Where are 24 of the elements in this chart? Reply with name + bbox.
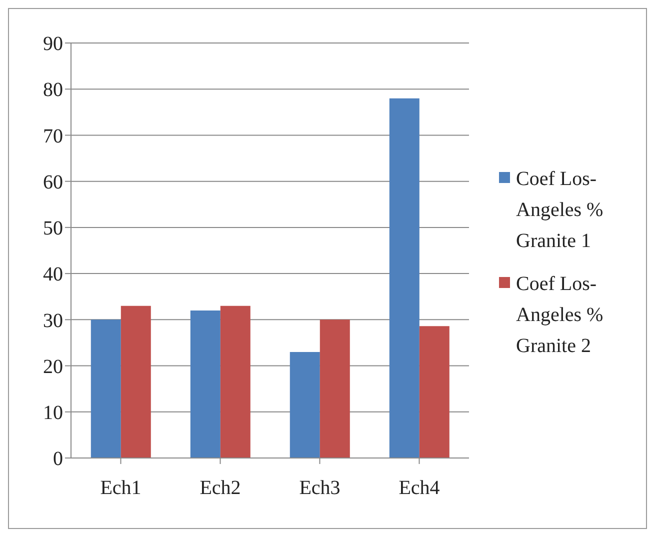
y-tick-label: 10 xyxy=(43,402,63,424)
bar xyxy=(389,98,420,458)
y-tick-label: 50 xyxy=(43,218,63,240)
legend-label: Coef Los-Angeles % Granite 1 xyxy=(516,167,604,254)
bar xyxy=(290,352,320,458)
y-tick-label: 20 xyxy=(43,356,63,378)
x-tick-label: Ech2 xyxy=(200,477,241,500)
y-tick-label: 60 xyxy=(43,171,63,194)
y-tick-label: 30 xyxy=(43,310,63,332)
bar xyxy=(419,326,450,458)
y-tick-label: 40 xyxy=(43,264,63,286)
y-tick-label: 70 xyxy=(43,125,63,148)
y-tick-label: 90 xyxy=(43,33,63,56)
x-tick-label: Ech1 xyxy=(100,477,142,500)
y-tick-label: 0 xyxy=(53,448,63,470)
x-tick-label: Ech4 xyxy=(398,477,440,500)
bar xyxy=(220,306,250,458)
bar xyxy=(90,320,121,458)
y-tick-label: 80 xyxy=(43,79,63,102)
bar xyxy=(190,310,220,458)
legend-label: Coef Los-Angeles % Granite 2 xyxy=(516,272,604,359)
x-tick-label: Ech3 xyxy=(299,477,340,500)
bar xyxy=(120,306,151,458)
bar xyxy=(320,320,350,458)
